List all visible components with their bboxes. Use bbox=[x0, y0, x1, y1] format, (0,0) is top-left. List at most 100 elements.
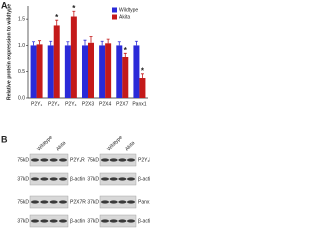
error-bar bbox=[117, 41, 121, 46]
band bbox=[127, 177, 135, 181]
x-tick-label: P2Y₁ bbox=[31, 101, 42, 107]
significance-marker: * bbox=[72, 4, 76, 13]
bar bbox=[64, 45, 71, 98]
size-marker: 75kD bbox=[17, 199, 29, 205]
error-bar bbox=[72, 10, 76, 17]
significance-marker: * bbox=[55, 13, 59, 22]
y-tick-label: 1.0 bbox=[18, 43, 25, 49]
band bbox=[40, 158, 49, 162]
blot bbox=[99, 195, 137, 209]
band bbox=[109, 219, 118, 223]
lane-label: Wildtype bbox=[106, 134, 124, 152]
size-marker: 37kD bbox=[17, 218, 29, 224]
band bbox=[127, 200, 135, 204]
band bbox=[59, 200, 67, 204]
x-tick-label: P2Y₂ bbox=[48, 101, 59, 107]
bar bbox=[36, 44, 43, 98]
significance-marker: * bbox=[124, 46, 128, 55]
y-tick-label: 0.0 bbox=[18, 95, 25, 101]
size-marker: 37kD bbox=[87, 199, 99, 205]
error-bar bbox=[83, 39, 87, 46]
error-bar bbox=[66, 41, 70, 46]
x-tick-label: Panx1 bbox=[132, 101, 146, 107]
band bbox=[59, 219, 67, 223]
protein-label: β-actin bbox=[70, 218, 85, 224]
error-bar bbox=[140, 73, 144, 79]
blot bbox=[29, 195, 69, 209]
error-bar bbox=[134, 40, 138, 46]
legend-swatch bbox=[112, 7, 117, 13]
y-tick-label: 0.5 bbox=[18, 69, 25, 75]
bar bbox=[116, 45, 123, 98]
band bbox=[40, 219, 49, 223]
band bbox=[31, 219, 39, 223]
band bbox=[40, 200, 49, 204]
protein-label: P2Y₂R bbox=[138, 157, 150, 163]
legend-label: Akita bbox=[119, 14, 130, 20]
band bbox=[31, 158, 39, 162]
protein-label: P2Y₁R bbox=[70, 157, 85, 163]
band bbox=[31, 200, 39, 204]
band bbox=[101, 200, 109, 204]
band bbox=[49, 219, 58, 223]
size-marker: 37kD bbox=[87, 218, 99, 224]
size-marker: 37kD bbox=[17, 176, 29, 182]
significance-marker: * bbox=[141, 66, 145, 75]
band bbox=[31, 177, 39, 181]
size-marker: 75kD bbox=[17, 157, 29, 163]
bar bbox=[30, 45, 37, 98]
blot bbox=[29, 172, 69, 186]
panel-label: B bbox=[1, 134, 8, 144]
x-tick-label: P2X7 bbox=[116, 101, 128, 107]
protein-label: β-actin bbox=[138, 218, 150, 224]
blot bbox=[29, 214, 69, 228]
error-bar bbox=[106, 38, 110, 44]
y-axis-label: Relative protein expression to wildtype bbox=[6, 4, 12, 100]
bar bbox=[53, 25, 60, 98]
band bbox=[118, 158, 127, 162]
band bbox=[101, 177, 109, 181]
error-bar bbox=[89, 36, 93, 43]
band bbox=[59, 158, 67, 162]
bar bbox=[139, 78, 146, 98]
lane-label: Akita bbox=[124, 140, 136, 152]
band bbox=[109, 200, 118, 204]
band bbox=[118, 177, 127, 181]
error-bar bbox=[38, 40, 42, 45]
blot bbox=[29, 153, 69, 167]
error-bar bbox=[49, 40, 53, 46]
band bbox=[59, 177, 67, 181]
bar bbox=[70, 16, 77, 99]
band bbox=[109, 158, 118, 162]
x-tick-label: P2Y₄ bbox=[65, 101, 77, 107]
band bbox=[40, 177, 49, 181]
bar bbox=[47, 45, 54, 98]
figure: A Relative protein expression to wildtyp… bbox=[1, 0, 150, 228]
bar bbox=[133, 45, 140, 98]
band bbox=[101, 158, 109, 162]
error-bar bbox=[123, 52, 127, 57]
size-marker: 75kD bbox=[87, 157, 99, 163]
band bbox=[109, 177, 118, 181]
panel-label: A bbox=[1, 0, 8, 10]
protein-label: Panx1 bbox=[138, 199, 150, 205]
bar bbox=[122, 56, 129, 98]
error-bar bbox=[55, 19, 59, 26]
lane-label: Wildtype bbox=[36, 134, 54, 152]
legend-swatch bbox=[112, 14, 117, 20]
blot bbox=[99, 153, 137, 167]
blot bbox=[99, 172, 137, 186]
band bbox=[118, 219, 127, 223]
protein-label: P2X7R bbox=[70, 199, 86, 205]
band bbox=[127, 219, 135, 223]
x-tick-label: P2X4 bbox=[99, 101, 111, 107]
band bbox=[118, 200, 127, 204]
error-bar bbox=[32, 41, 36, 46]
bar bbox=[88, 42, 94, 98]
bar bbox=[105, 43, 112, 98]
protein-label: β-actin bbox=[70, 176, 85, 182]
bar bbox=[82, 45, 88, 98]
band bbox=[49, 200, 58, 204]
y-tick-label: 1.5 bbox=[18, 16, 25, 22]
band bbox=[49, 158, 58, 162]
